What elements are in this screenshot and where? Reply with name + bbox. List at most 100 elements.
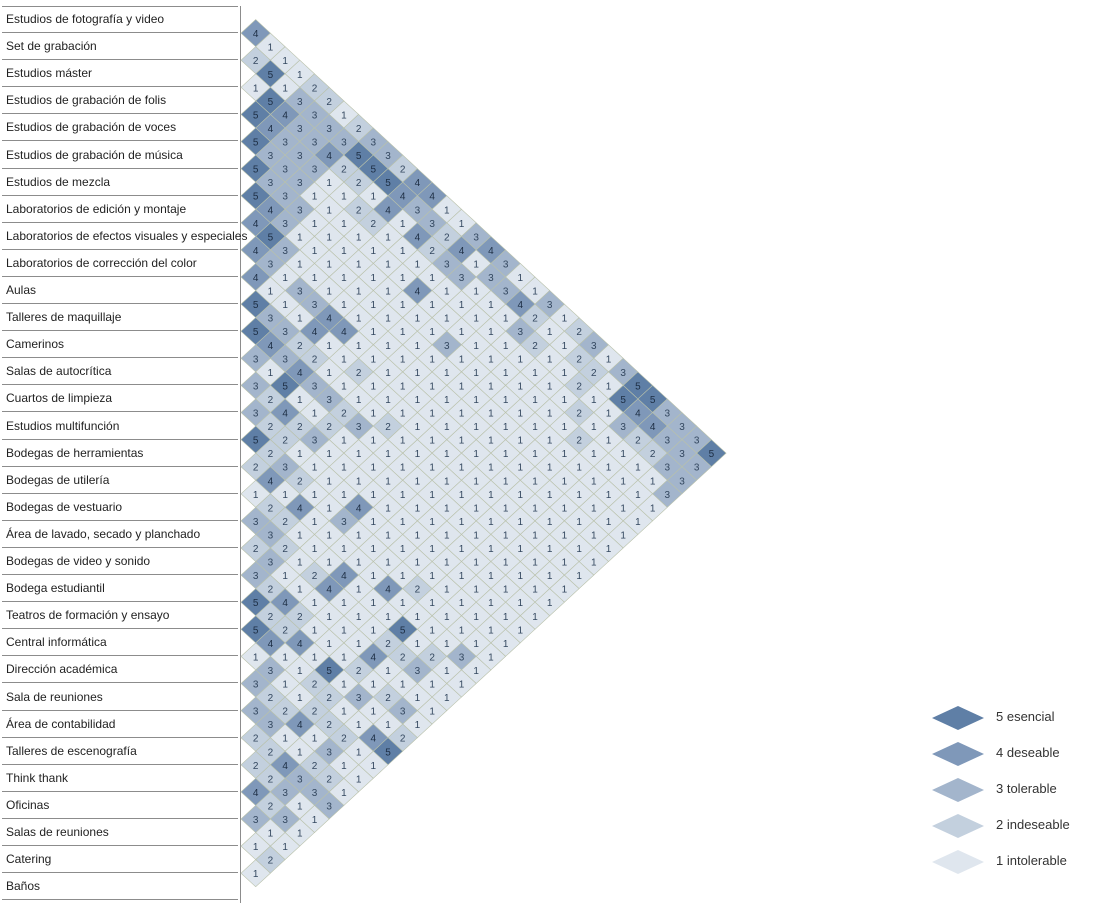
- matrix-cell-value: 1: [400, 327, 406, 338]
- matrix-cell-value: 2: [385, 422, 391, 433]
- matrix-cell-value: 3: [282, 192, 288, 203]
- matrix-cell-value: 1: [385, 476, 391, 487]
- matrix-cell-value: 1: [606, 517, 612, 528]
- matrix-cell-value: 1: [253, 490, 259, 501]
- matrix-cell-value: 3: [253, 707, 259, 718]
- matrix-cell-value: 5: [253, 165, 259, 176]
- matrix-cell-value: 1: [356, 720, 362, 731]
- matrix-cell-value: 1: [371, 192, 377, 203]
- matrix-cell-value: 3: [415, 666, 421, 677]
- matrix-cell-value: 2: [268, 774, 274, 785]
- matrix-cell-value: 2: [650, 449, 656, 460]
- matrix-cell-value: 2: [532, 341, 538, 352]
- matrix-cell-value: 2: [297, 612, 303, 623]
- matrix-cell-value: 1: [429, 381, 435, 392]
- matrix-cell-value: 1: [444, 612, 450, 623]
- matrix-cell-value: 3: [282, 327, 288, 338]
- matrix-cell-value: 4: [415, 287, 421, 298]
- matrix-cell-value: 1: [297, 449, 303, 460]
- matrix-cell-value: 1: [488, 300, 494, 311]
- row-label: Aulas: [2, 277, 238, 304]
- matrix-cell-value: 1: [444, 368, 450, 379]
- matrix-cell-value: 1: [518, 625, 524, 636]
- matrix-cell-value: 1: [591, 422, 597, 433]
- matrix-cell-value: 1: [415, 341, 421, 352]
- legend-item: 2 indeseable: [932, 812, 1092, 842]
- matrix-cell-value: 1: [282, 734, 288, 745]
- matrix-cell-value: 1: [473, 287, 479, 298]
- matrix-cell-value: 2: [576, 381, 582, 392]
- matrix-cell-value: 1: [459, 381, 465, 392]
- matrix-cell-value: 1: [488, 409, 494, 420]
- matrix-cell-value: 3: [518, 327, 524, 338]
- row-label: Laboratorios de edición y montaje: [2, 196, 238, 223]
- legend-swatch: [932, 814, 984, 838]
- matrix-cell-value: 1: [356, 530, 362, 541]
- matrix-cell-value: 1: [518, 436, 524, 447]
- matrix-cell-value: 1: [503, 314, 509, 325]
- matrix-cell-value: 1: [488, 598, 494, 609]
- matrix-cell-value: 1: [591, 449, 597, 460]
- row-label: Camerinos: [2, 331, 238, 359]
- matrix-cell-value: 2: [429, 652, 435, 663]
- matrix-cell-value: 4: [253, 273, 259, 284]
- matrix-cell-value: 2: [341, 165, 347, 176]
- matrix-cell-value: 3: [665, 409, 671, 420]
- matrix-cell-value: 1: [400, 354, 406, 365]
- matrix-cell-value: 1: [576, 571, 582, 582]
- matrix-cell-value: 4: [326, 314, 332, 325]
- matrix-cell-value: 1: [385, 287, 391, 298]
- matrix-cell-value: 1: [547, 544, 553, 555]
- matrix-cell-value: 4: [282, 598, 288, 609]
- matrix-cell-value: 1: [532, 476, 538, 487]
- matrix-cell-value: 4: [253, 246, 259, 257]
- matrix-cell-value: 2: [356, 666, 362, 677]
- matrix-cell-value: 1: [547, 409, 553, 420]
- matrix-cell-value: 1: [341, 192, 347, 203]
- matrix-cell-value: 1: [415, 368, 421, 379]
- matrix-cell-value: 1: [503, 368, 509, 379]
- matrix-cell-value: 3: [312, 138, 318, 149]
- matrix-cell-value: 1: [356, 747, 362, 758]
- matrix-cell-value: 3: [297, 287, 303, 298]
- matrix-cell-value: 1: [385, 395, 391, 406]
- matrix-cell-value: 1: [576, 517, 582, 528]
- matrix-cell-value: 3: [253, 354, 259, 365]
- matrix-cell-value: 3: [341, 517, 347, 528]
- matrix-cell-value: 1: [503, 422, 509, 433]
- matrix-cell-value: 1: [444, 287, 450, 298]
- matrix-cell-value: 1: [326, 259, 332, 270]
- matrix-cell-value: 1: [429, 598, 435, 609]
- matrix-cell-value: 2: [268, 693, 274, 704]
- matrix-cell-value: 1: [356, 259, 362, 270]
- matrix-cell-value: 4: [650, 422, 656, 433]
- matrix-cell-value: 1: [444, 585, 450, 596]
- matrix-cell-value: 2: [253, 56, 259, 67]
- matrix-cell-value: 1: [503, 558, 509, 569]
- matrix-cell-value: 1: [488, 652, 494, 663]
- matrix-cell-value: 1: [341, 246, 347, 257]
- matrix-cell-value: 5: [253, 327, 259, 338]
- matrix-cell-value: 1: [385, 666, 391, 677]
- matrix-cell-value: 1: [297, 693, 303, 704]
- matrix-cell-value: 1: [503, 503, 509, 514]
- matrix-cell-value: 1: [312, 734, 318, 745]
- matrix-cell-value: 3: [503, 287, 509, 298]
- matrix-cell-value: 3: [459, 652, 465, 663]
- legend-diamond: [932, 778, 984, 802]
- row-label: Think thank: [2, 765, 238, 792]
- legend-diamond: [932, 706, 984, 730]
- matrix-cell-value: 1: [518, 354, 524, 365]
- matrix-cell-value: 1: [459, 409, 465, 420]
- matrix-cell-value: 4: [297, 503, 303, 514]
- matrix-cell-value: 1: [371, 625, 377, 636]
- matrix-cell-value: 2: [282, 625, 288, 636]
- matrix-cell-value: 1: [312, 273, 318, 284]
- matrix-cell-value: 3: [326, 801, 332, 812]
- matrix-cell-value: 1: [371, 463, 377, 474]
- matrix-cell-value: 1: [532, 395, 538, 406]
- matrix-cell-value: 1: [488, 517, 494, 528]
- matrix-cell-value: 1: [341, 680, 347, 691]
- matrix-cell-value: 1: [473, 314, 479, 325]
- matrix-cell-value: 1: [400, 571, 406, 582]
